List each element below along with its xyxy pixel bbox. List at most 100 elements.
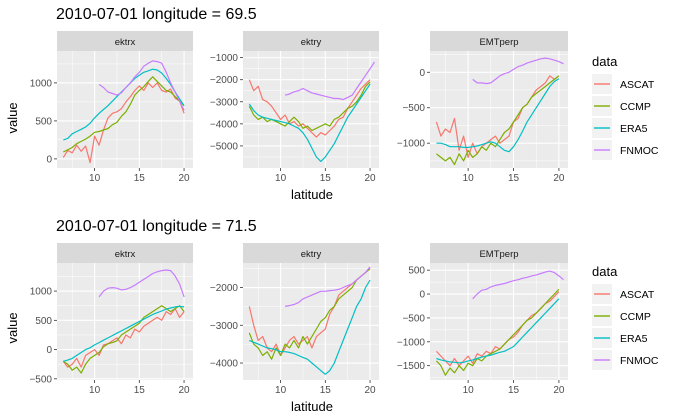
- block-1-panel-1-series-ascat: [62, 82, 185, 164]
- block-2-panel-2-xtick-label: 20: [364, 385, 376, 396]
- block-2-panel-2-strip-label: ektry: [301, 249, 322, 260]
- block-2-panel-1-strip-label: ektrx: [115, 249, 136, 260]
- block-2-panel-2-yticks: −4000 −3000 −2000: [210, 283, 243, 370]
- block-2-panel-2-series: [248, 266, 371, 375]
- block-1-ylabel: value: [5, 102, 20, 133]
- block-2-panel-2-series-ccmp: [248, 268, 371, 360]
- block-1-panel-3-xticks: 10 15 20: [463, 168, 565, 184]
- block-2-panel-3-series: [435, 270, 564, 376]
- block-2-panel-1-series-fnmoc: [98, 269, 185, 298]
- block-1-legend: data ASCAT CCMP ERA5 FNMOC: [592, 54, 659, 160]
- block-2: 2010-07-01 longitude = 71.5 value ektrx …: [5, 218, 659, 414]
- block-1-legend-label-ascat: ASCAT: [620, 79, 655, 91]
- block-1-panel-3-series-ascat: [435, 75, 560, 158]
- block-1-panel-3-series-era5: [436, 78, 560, 153]
- block-1: 2010-07-01 longitude = 69.5 value ektrx …: [5, 6, 659, 202]
- block-2-panel-3-ytick-label: 500: [408, 266, 425, 277]
- block-1-panel-3-ytick-label: −500: [402, 103, 425, 114]
- block-1-panel-2-bg: [243, 51, 379, 168]
- block-1-legend-keys: ASCAT CCMP ERA5 FNMOC: [592, 74, 659, 160]
- block-2-panel-3-series-ccmp: [435, 288, 560, 376]
- block-1-panel-1-xticks: 10 15 20: [89, 168, 190, 184]
- block-1-legend-label-era5: ERA5: [620, 123, 648, 135]
- block-2-panel-3-xtick-label: 10: [463, 385, 475, 396]
- block-1-panel-2-xticks: 10 15 20: [275, 168, 376, 184]
- block-2-ylabel: value: [5, 312, 20, 343]
- block-1-legend-label-fnmoc: FNMOC: [620, 145, 659, 157]
- block-1-title: 2010-07-01 longitude = 69.5: [56, 6, 257, 23]
- block-1-panel-1-strip-label: ektrx: [115, 37, 136, 48]
- block-1-panel-2-ytick-label: −1000: [210, 53, 239, 64]
- block-2-panel-3-ytick-label: −500: [402, 313, 425, 324]
- block-1-panel-1-ytick-label: 500: [35, 116, 52, 127]
- block-1-panel-2-ytick-label: −4000: [210, 119, 239, 130]
- block-1-panel-3-grid: [430, 51, 568, 168]
- block-2-panel-1-ytick-label: −500: [29, 374, 52, 385]
- block-2-xlabel: latitude: [291, 399, 333, 414]
- block-1-panel-3-ytick-label: −1000: [397, 139, 426, 150]
- block-2-legend: data ASCAT CCMP ERA5 FNMOC: [592, 264, 659, 370]
- block-1-panel-3-yticks: −1000 −500 0: [397, 68, 430, 150]
- block-2-legend-title: data: [592, 264, 618, 279]
- block-1-panel-3-series-fnmoc: [472, 57, 564, 85]
- block-2-panel-2: ektry −4000 −3000 −2000 10 15 20: [210, 243, 379, 396]
- block-2-panel-1-bg: [57, 263, 193, 380]
- block-1-xlabel: latitude: [291, 187, 333, 202]
- block-2-panel-2-xtick-label: 10: [275, 385, 287, 396]
- block-2-panel-1-grid: [57, 263, 193, 380]
- block-2-panel-3-series-era5: [436, 298, 560, 364]
- block-2-panel-3-strip-label: EMTperp: [479, 249, 518, 260]
- block-2-legend-label-ccmp: CCMP: [620, 311, 651, 323]
- block-2-panel-3: EMTperp −1500 −1000 −500 0 500 10 15 20: [397, 243, 568, 396]
- block-1-panel-3-bg: [430, 51, 568, 168]
- block-1-panel-1-series: [62, 60, 185, 164]
- block-1-panel-2-series: [248, 61, 376, 162]
- block-1-legend-title: data: [592, 54, 618, 69]
- block-2-panel-3-xtick-label: 20: [553, 385, 565, 396]
- block-2-panel-2-ytick-label: −4000: [210, 359, 239, 370]
- block-2-panel-3-ytick-label: −1500: [397, 361, 426, 372]
- block-2-panel-1-ytick-label: 1000: [30, 287, 53, 298]
- block-1-panel-1-yticks: 0 500 1000: [30, 78, 57, 165]
- block-2-panel-3-yticks: −1500 −1000 −500 0 500: [397, 266, 430, 372]
- block-2-panel-1-series-ascat: [62, 308, 185, 368]
- block-2-legend-label-fnmoc: FNMOC: [620, 355, 659, 367]
- block-1-panel-2-xtick-label: 15: [320, 173, 332, 184]
- block-2-panel-2-xticks: 10 15 20: [275, 380, 376, 396]
- block-1-legend-label-ccmp: CCMP: [620, 101, 651, 113]
- block-2-panel-1-yticks: −500 0 500 1000: [29, 287, 57, 385]
- block-1-panel-3-xtick-label: 15: [508, 173, 520, 184]
- block-1-panel-1-ytick-label: 1000: [30, 78, 53, 89]
- block-1-panel-2: ektry −5000 −4000 −3000 −2000 −1000 10 15 20: [210, 31, 379, 184]
- block-1-panel-3-strip-bg: [430, 31, 568, 51]
- block-2-panel-3-strip-bg: [430, 243, 568, 263]
- block-2-panel-3-xticks: 10 15 20: [463, 380, 565, 396]
- block-2-panel-1-series-era5: [63, 305, 185, 362]
- block-1-panel-2-strip-label: ektry: [301, 37, 322, 48]
- block-2-panel-3-ytick-label: −1000: [397, 337, 426, 348]
- block-1-panel-2-series-era5: [248, 83, 371, 162]
- block-1-panel-1-xtick-label: 20: [178, 173, 190, 184]
- block-1-panel-3-ytick-label: 0: [419, 68, 425, 79]
- block-1-panel-3-xtick-label: 10: [463, 173, 475, 184]
- block-1-panel-1-series-fnmoc: [98, 60, 185, 111]
- block-2-panel-3-series-fnmoc: [472, 270, 564, 300]
- block-2-panel-2-series-ascat: [248, 268, 371, 357]
- block-2-panel-1-series-ccmp: [62, 305, 185, 374]
- block-2-panel-2-ytick-label: −3000: [210, 321, 239, 332]
- block-1-panel-3-series: [435, 57, 564, 166]
- block-2-panel-3-ytick-label: 0: [419, 290, 425, 301]
- block-1-panel-1-series-ccmp: [63, 76, 185, 153]
- block-2-panel-1-xtick-label: 10: [89, 385, 101, 396]
- block-1-panel-3-series-ccmp: [436, 75, 560, 166]
- block-1-panel-3-strip-label: EMTperp: [479, 37, 518, 48]
- block-2-legend-label-ascat: ASCAT: [620, 289, 655, 301]
- block-2-panel-1-xtick-label: 15: [134, 385, 146, 396]
- block-2-panel-2-bg: [243, 263, 379, 380]
- block-1-panel-2-yticks: −5000 −4000 −3000 −2000 −1000: [210, 53, 243, 152]
- block-1-panel-2-ytick-label: −3000: [210, 97, 239, 108]
- block-1-panel-2-ytick-label: −2000: [210, 75, 239, 86]
- block-1-panel-2-xtick-label: 20: [364, 173, 376, 184]
- block-1-panel-2-series-fnmoc: [284, 61, 376, 101]
